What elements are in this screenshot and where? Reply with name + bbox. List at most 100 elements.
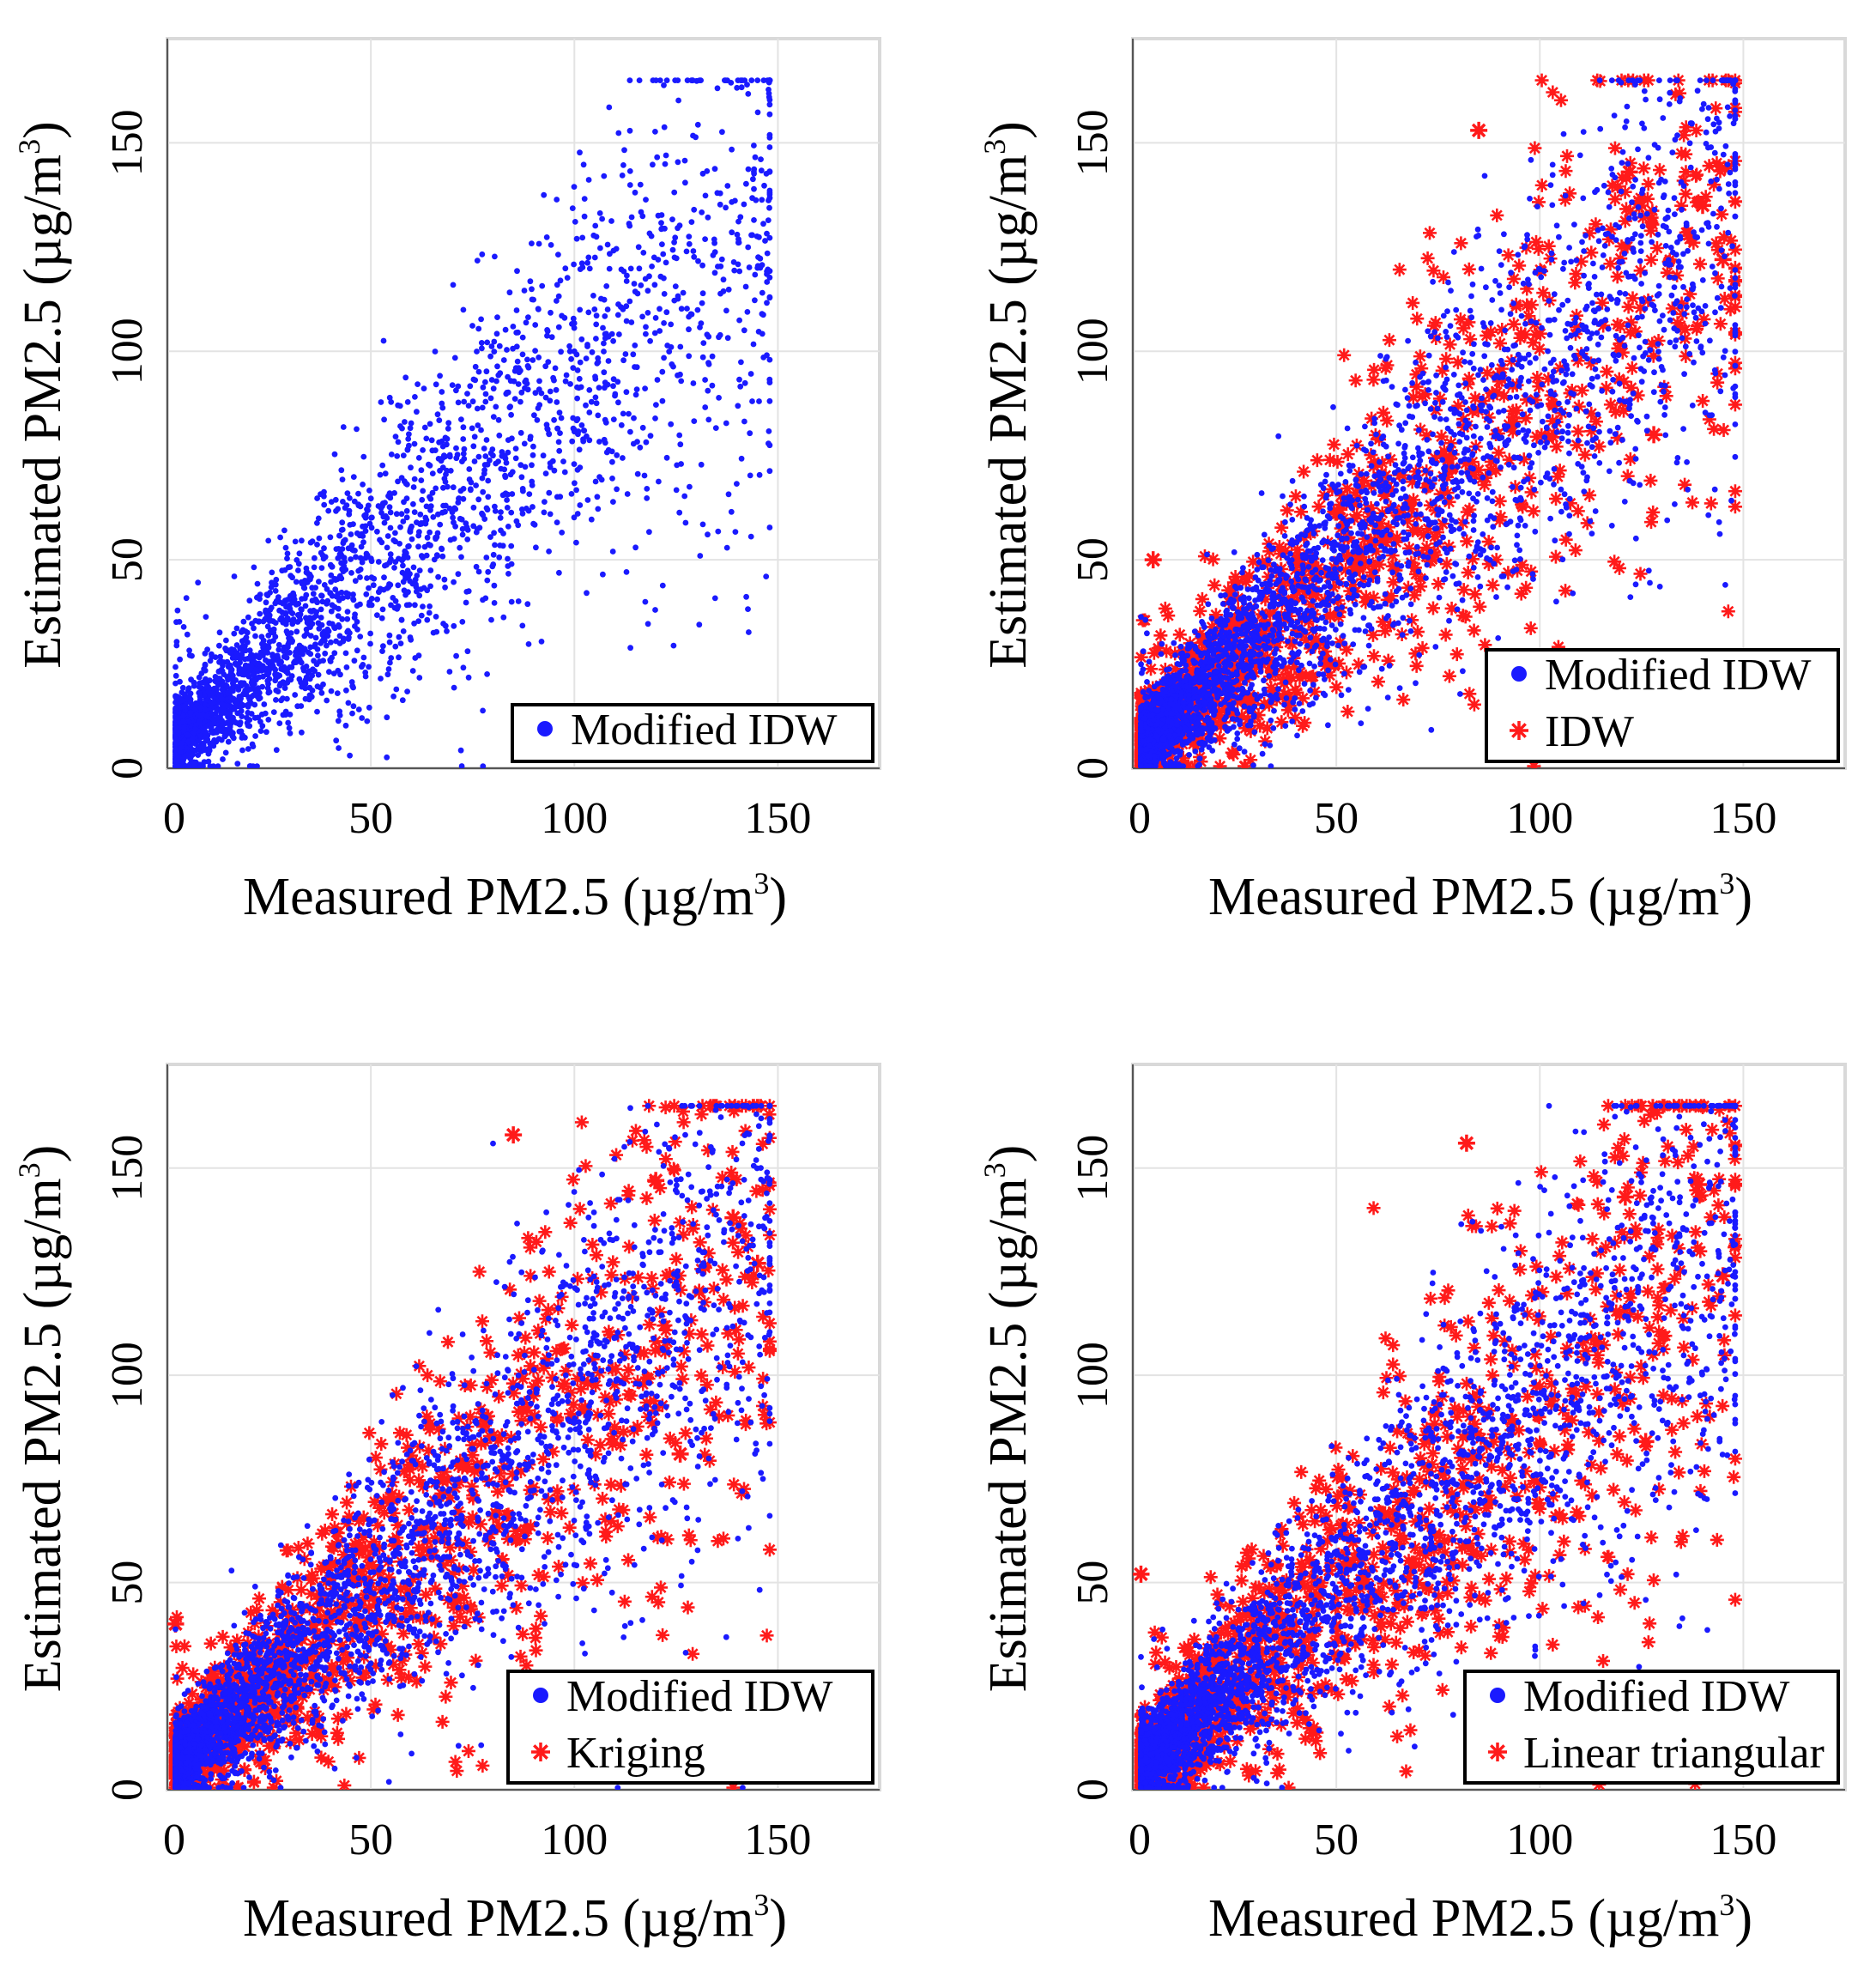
data-point — [1595, 373, 1601, 380]
data-point — [1522, 320, 1528, 327]
data-point — [475, 568, 482, 575]
data-point — [393, 686, 400, 693]
data-point — [1514, 542, 1520, 549]
data-point — [702, 377, 708, 383]
data-point — [424, 616, 431, 623]
data-point — [343, 664, 350, 670]
data-point — [604, 241, 611, 248]
data-point — [411, 476, 418, 482]
data-point — [1443, 416, 1449, 422]
data-point — [1732, 116, 1739, 122]
data-point — [1573, 405, 1580, 412]
data-point — [227, 694, 234, 701]
data-point — [519, 334, 526, 341]
data-point — [225, 738, 232, 745]
data-point — [180, 624, 187, 630]
data-point — [1371, 490, 1377, 496]
data-point — [312, 643, 318, 650]
data-point — [1714, 251, 1732, 269]
data-point — [1251, 729, 1258, 736]
data-point — [223, 637, 229, 644]
data-point — [547, 511, 554, 518]
data-point — [1352, 601, 1359, 608]
data-point — [508, 543, 515, 549]
data-point — [624, 491, 631, 497]
data-point — [691, 253, 698, 260]
data-point — [242, 643, 248, 650]
data-point — [1325, 722, 1331, 729]
data-point — [491, 582, 498, 589]
data-point — [174, 607, 181, 614]
data-point — [219, 668, 226, 675]
data-point — [187, 698, 194, 705]
data-point — [571, 184, 578, 191]
data-point — [606, 265, 613, 272]
data-point — [294, 628, 300, 635]
data-point — [384, 754, 390, 761]
data-point — [195, 579, 202, 586]
data-point — [1288, 657, 1295, 664]
data-point — [1556, 400, 1562, 407]
data-point — [406, 602, 413, 608]
data-point — [491, 600, 498, 606]
data-point — [254, 580, 261, 587]
data-point — [567, 381, 573, 387]
data-point — [1478, 435, 1484, 442]
data-point — [1354, 496, 1361, 503]
data-point — [566, 348, 573, 355]
data-point — [1684, 459, 1690, 465]
data-point — [234, 761, 241, 767]
data-point — [287, 730, 294, 736]
data-point — [192, 725, 199, 732]
data-point — [634, 470, 641, 477]
data-point — [764, 230, 770, 237]
data-point — [375, 503, 382, 509]
data-point — [230, 680, 236, 687]
data-point — [1390, 541, 1397, 547]
data-point — [1268, 717, 1274, 724]
data-point — [763, 573, 770, 579]
data-point — [332, 586, 339, 593]
data-point — [408, 536, 415, 543]
data-point — [208, 711, 215, 718]
data-point — [1489, 488, 1496, 495]
data-point — [1727, 77, 1734, 83]
data-point — [1204, 551, 1210, 558]
data-point — [1464, 470, 1471, 476]
data-point — [1661, 412, 1667, 418]
data-point — [380, 337, 387, 344]
data-point — [239, 747, 245, 754]
data-point — [332, 496, 339, 503]
data-point — [209, 651, 215, 658]
data-point — [687, 483, 693, 490]
data-point — [536, 386, 542, 392]
data-point — [1487, 320, 1494, 326]
data-point — [596, 474, 602, 480]
data-point — [351, 658, 358, 664]
data-point — [669, 246, 676, 253]
data-point — [386, 504, 393, 511]
data-point — [1732, 164, 1739, 171]
data-point — [764, 300, 770, 306]
data-point — [1195, 699, 1202, 706]
data-point — [723, 204, 729, 211]
data-point — [284, 615, 291, 621]
data-point — [672, 234, 679, 241]
data-point — [698, 320, 705, 326]
data-point — [610, 383, 616, 390]
data-point — [368, 524, 375, 531]
data-point — [551, 467, 558, 474]
data-point — [536, 355, 542, 361]
y-tick-label: 150 — [1068, 109, 1117, 176]
data-point — [353, 554, 359, 561]
data-point — [248, 694, 255, 700]
data-point — [1284, 555, 1291, 561]
data-point — [379, 606, 386, 613]
data-point — [1390, 501, 1397, 508]
data-point — [670, 642, 677, 649]
data-point — [239, 713, 245, 719]
data-point — [497, 514, 504, 521]
data-point — [1617, 289, 1623, 296]
data-point — [474, 349, 480, 355]
data-point — [304, 630, 310, 637]
